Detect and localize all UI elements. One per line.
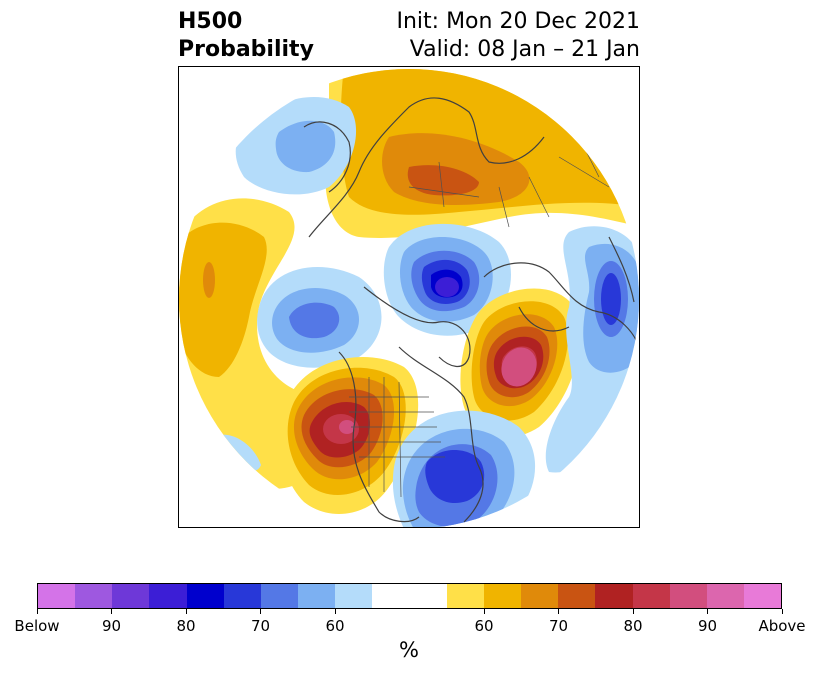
colorbar-tick <box>111 609 112 614</box>
colorbar-segment <box>298 584 336 608</box>
map-title: H500 Probability <box>178 8 314 64</box>
colorbar-segment <box>632 584 670 608</box>
date-info: Init: Mon 20 Dec 2021 Valid: 08 Jan – 21… <box>397 8 641 64</box>
colorbar-tick-label: 80 <box>623 617 643 635</box>
colorbar-tick <box>707 609 708 614</box>
contour-layer <box>179 69 639 527</box>
colorbar-tick <box>260 609 261 614</box>
colorbar-tick-label: 60 <box>325 617 345 635</box>
colorbar-tick <box>334 609 336 614</box>
colorbar-segment <box>409 584 447 608</box>
colorbar-unit: % <box>399 638 419 662</box>
colorbar-segment <box>558 584 596 608</box>
valid-period: Valid: 08 Jan – 21 Jan <box>409 37 640 62</box>
colorbar-segment <box>743 584 782 608</box>
coastlines <box>303 97 639 523</box>
colorbar-tick-label: Below <box>14 617 60 635</box>
colorbar-tick-label: 90 <box>697 617 718 635</box>
colorbar-segment <box>669 584 707 608</box>
anomaly-arctic-below <box>383 223 511 336</box>
colorbar-segment <box>260 584 299 608</box>
colorbar-tick-label: 60 <box>474 617 494 635</box>
colorbar-tick-label: 70 <box>548 617 569 635</box>
colorbar-segment <box>75 584 113 608</box>
colorbar-segment <box>149 584 187 608</box>
colorbar-segment <box>483 584 522 608</box>
colorbar-tick <box>558 609 559 614</box>
colorbar-tick <box>185 609 187 614</box>
title-line-1: H500 <box>178 9 243 34</box>
anomaly-scandinavia-above <box>460 288 580 438</box>
colorbar-segment <box>335 584 373 608</box>
anomaly-northwest-below <box>235 97 357 195</box>
map-svg <box>179 69 639 527</box>
colorbar-tick <box>781 609 783 614</box>
colorbar-tick <box>632 609 634 614</box>
title-line-2: Probability <box>178 37 314 62</box>
border-lines <box>349 136 610 498</box>
colorbar-segment <box>38 584 76 608</box>
colorbar-tick-label: 90 <box>101 617 122 635</box>
colorbar-segment <box>595 584 633 608</box>
colorbar-tick <box>36 609 38 614</box>
probability-map <box>178 66 640 528</box>
colorbar-segment <box>372 584 410 608</box>
colorbar-tick <box>483 609 485 614</box>
colorbar-segment <box>706 584 744 608</box>
colorbar-segment <box>223 584 261 608</box>
colorbar-segment <box>446 584 484 608</box>
colorbar-ticks <box>36 609 783 615</box>
init-date: Init: Mon 20 Dec 2021 <box>396 9 641 34</box>
colorbar-segment <box>112 584 150 608</box>
colorbar-tick-label: Above <box>758 617 806 635</box>
colorbar-segment <box>521 584 559 608</box>
colorbar-segment <box>186 584 224 608</box>
colorbar-tick-label: 80 <box>176 617 196 635</box>
colorbar-tick-label: 70 <box>250 617 271 635</box>
anomaly-westcanada-below <box>257 267 382 368</box>
colorbar <box>37 583 782 609</box>
